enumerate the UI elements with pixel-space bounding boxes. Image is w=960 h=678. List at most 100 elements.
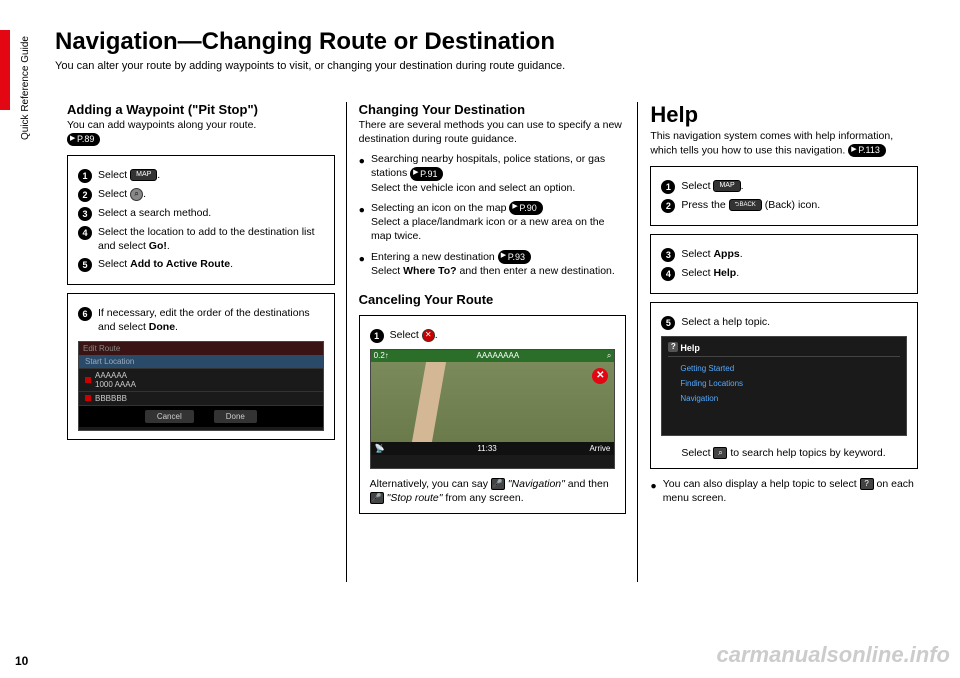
step-3-text: Select a search method.	[98, 206, 211, 220]
col1-box1: 1 Select MAP. 2 Select ⌕. 3 Select a sea…	[67, 155, 335, 285]
col3-title: Help	[650, 102, 918, 128]
cancel-step-text: Select ✕.	[390, 328, 438, 342]
road-graphic	[412, 362, 446, 442]
step-num-2: 2	[78, 188, 92, 202]
alt-text: Alternatively, you can say 🎤 "Navigation…	[370, 477, 616, 505]
bullet-1: ● Searching nearby hospitals, police sta…	[359, 152, 627, 195]
step-num-5: 5	[661, 316, 675, 330]
col2-desc: There are several methods you can use to…	[359, 119, 627, 146]
pref-p89: P.89	[67, 133, 100, 147]
step-num-4: 4	[661, 267, 675, 281]
help-item-2[interactable]: Finding Locations	[668, 376, 900, 391]
col2-title: Changing Your Destination	[359, 102, 627, 117]
shot1-row2: BBBBBB	[79, 392, 323, 406]
search-icon: ⌕	[130, 188, 143, 201]
shot3-title: Help	[668, 343, 900, 357]
sat-icon: 📡	[375, 444, 385, 453]
bullet-1-text: Searching nearby hospitals, police stati…	[371, 152, 626, 195]
help-step-2: 2 Press the ⮌BACK (Back) icon.	[661, 198, 907, 213]
col3-bullet: ● You can also display a help topic to s…	[650, 477, 918, 505]
help-step-3-text: Select Apps.	[681, 247, 742, 261]
pref-p91: P.91	[410, 167, 443, 181]
col-help: Help This navigation system comes with h…	[638, 102, 930, 522]
time-label: 11:33	[477, 444, 496, 453]
col3-desc: This navigation system comes with help i…	[650, 130, 918, 158]
pref-p93: P.93	[498, 250, 531, 264]
page-subtitle: You can alter your route by adding waypo…	[55, 60, 930, 72]
side-label: Quick Reference Guide	[20, 36, 31, 140]
help-step-5: 5 Select a help topic.	[661, 315, 907, 330]
screenshot-help: Help Getting Started Finding Locations N…	[661, 336, 907, 436]
step-num-3: 3	[78, 207, 92, 221]
back-icon: ⮌BACK	[729, 199, 762, 211]
flag-icon	[85, 395, 91, 401]
col3-box1: 1 Select MAP. 2 Press the ⮌BACK (Back) i…	[650, 166, 918, 226]
help-item-3[interactable]: Navigation	[668, 391, 900, 406]
step-num-1: 1	[78, 169, 92, 183]
cancel-step-1: 1 Select ✕.	[370, 328, 616, 343]
col1-title: Adding a Waypoint ("Pit Stop")	[67, 102, 335, 117]
help-step-5-text: Select a help topic.	[681, 315, 770, 329]
street-label: AAAAAAAA	[476, 351, 519, 361]
screenshot-map: 0.2↑ AAAAAAAA ⌕ ✕ 📡 11:33 Arrive	[370, 349, 616, 469]
map-icon: MAP	[713, 180, 740, 192]
map-icon: MAP	[130, 169, 157, 181]
search-icon: ⌕	[713, 447, 727, 459]
step-6: 6 If necessary, edit the order of the de…	[78, 306, 324, 334]
shot2-map: ✕	[371, 362, 615, 442]
help-step-4-text: Select Help.	[681, 266, 739, 280]
help-step-4: 4 Select Help.	[661, 266, 907, 281]
shot1-row1: AAAAAA1000 AAAA	[79, 369, 323, 392]
col1-desc-text: You can add waypoints along your route.	[67, 119, 256, 131]
col1-desc: You can add waypoints along your route. …	[67, 119, 335, 147]
help-step-1: 1 Select MAP.	[661, 179, 907, 194]
col2-bullets: ● Searching nearby hospitals, police sta…	[359, 152, 627, 278]
step-1: 1 Select MAP.	[78, 168, 324, 183]
voice-icon: 🎤	[370, 492, 384, 504]
step-num-4: 4	[78, 226, 92, 240]
help-step-3: 3 Select Apps.	[661, 247, 907, 262]
step-1-text: Select MAP.	[98, 168, 160, 182]
voice-icon: 🎤	[491, 478, 505, 490]
bullet-2-text: Selecting an icon on the map P.90Select …	[371, 201, 626, 244]
section-tab	[0, 30, 10, 110]
page-title: Navigation—Changing Route or Destination	[55, 28, 930, 56]
pref-p90: P.90	[509, 201, 542, 215]
col3-box3: 5 Select a help topic. Help Getting Star…	[650, 302, 918, 469]
flag-icon	[85, 377, 91, 383]
bullet-dot-icon: ●	[359, 154, 365, 195]
search-icon: ⌕	[607, 351, 611, 361]
step-4: 4 Select the location to add to the dest…	[78, 225, 324, 253]
shot1-buttons: Cancel Done	[79, 406, 323, 427]
stop-route-icon[interactable]: ✕	[592, 368, 608, 384]
cancel-button[interactable]: Cancel	[145, 410, 194, 423]
shot1-header: Edit Route	[79, 342, 323, 355]
bullet-2: ● Selecting an icon on the map P.90Selec…	[359, 201, 627, 244]
done-button[interactable]: Done	[214, 410, 257, 423]
col3-bullet-text: You can also display a help topic to sel…	[663, 477, 918, 505]
step-5: 5 Select Add to Active Route.	[78, 257, 324, 272]
step-4-text: Select the location to add to the destin…	[98, 225, 324, 253]
shot2-topbar: 0.2↑ AAAAAAAA ⌕	[371, 350, 615, 362]
step-num-1: 1	[370, 329, 384, 343]
help-step-1-text: Select MAP.	[681, 179, 743, 193]
distance-label: 0.2↑	[374, 351, 389, 361]
cancel-title: Canceling Your Route	[359, 292, 627, 307]
col1-box2: 6 If necessary, edit the order of the de…	[67, 293, 335, 439]
columns: Adding a Waypoint ("Pit Stop") You can a…	[55, 102, 930, 522]
step-6-text: If necessary, edit the order of the dest…	[98, 306, 324, 334]
stop-icon: ✕	[422, 329, 435, 342]
bullet-dot-icon: ●	[650, 479, 656, 505]
page-number: 10	[15, 654, 28, 668]
col-destination: Changing Your Destination There are seve…	[347, 102, 639, 522]
help-item-1[interactable]: Getting Started	[668, 361, 900, 376]
step-2-text: Select ⌕.	[98, 187, 146, 201]
step-num-5: 5	[78, 258, 92, 272]
step-num-2: 2	[661, 199, 675, 213]
bullet-3-text: Entering a new destination P.93Select Wh…	[371, 250, 615, 278]
col-waypoint: Adding a Waypoint ("Pit Stop") You can a…	[55, 102, 347, 522]
col3-box2: 3 Select Apps. 4 Select Help.	[650, 234, 918, 294]
bullet-dot-icon: ●	[359, 252, 365, 278]
arrive-label: Arrive	[589, 444, 610, 453]
step-3: 3 Select a search method.	[78, 206, 324, 221]
